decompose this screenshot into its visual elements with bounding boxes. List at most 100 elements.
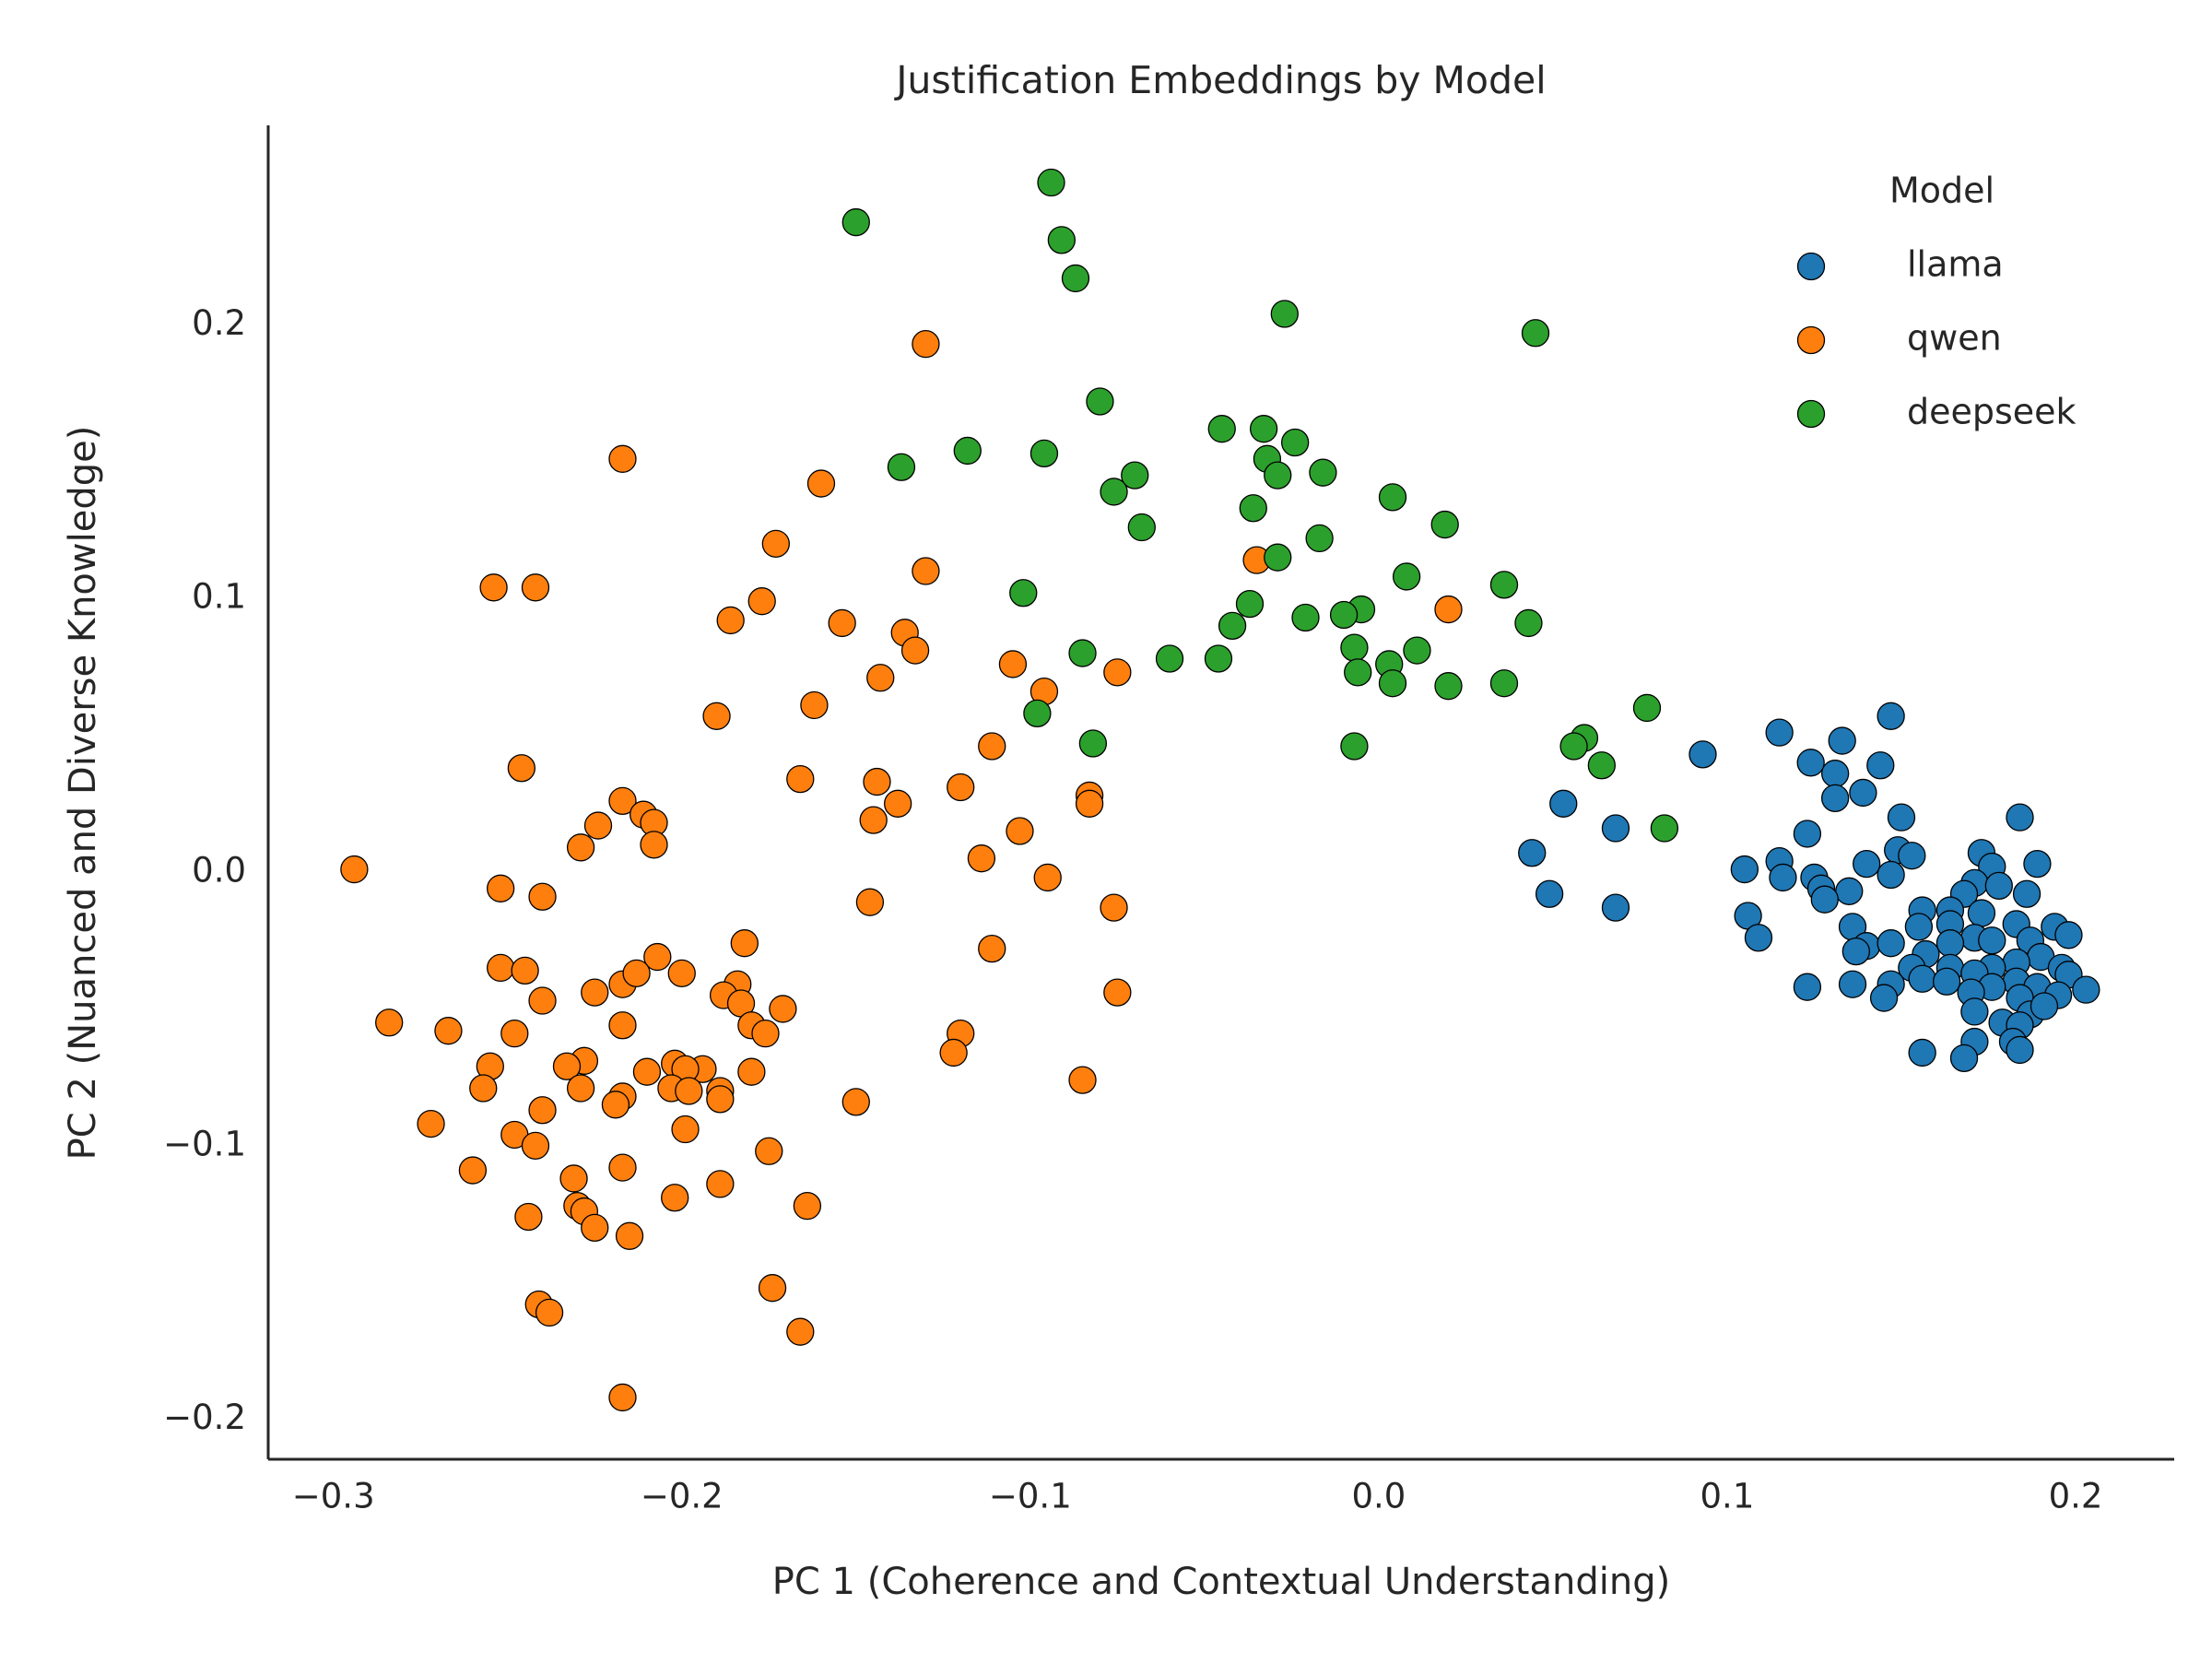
scatter-point	[1869, 984, 1899, 1012]
scatter-point	[566, 833, 595, 862]
scatter-point	[900, 636, 930, 665]
scatter-point	[1204, 644, 1233, 673]
scatter-point	[434, 1017, 463, 1045]
scatter-point	[1866, 751, 1895, 780]
scatter-point	[1100, 893, 1128, 922]
scatter-point	[758, 1274, 787, 1303]
scatter-point	[841, 207, 870, 237]
scatter-point	[1023, 699, 1052, 728]
y-tick-label: 0.0	[192, 851, 246, 890]
scatter-point	[1978, 926, 2006, 955]
scatter-point	[583, 811, 613, 840]
scatter-point	[1434, 672, 1463, 701]
scatter-point	[1960, 997, 1989, 1026]
scatter-point	[1932, 967, 1961, 996]
scatter-point	[967, 844, 996, 873]
scatter-point	[1434, 595, 1463, 624]
scatter-point	[1061, 264, 1090, 293]
scatter-point	[661, 1184, 689, 1212]
scatter-point	[1340, 732, 1369, 761]
scatter-point	[1403, 636, 1431, 665]
legend-title: Model	[1889, 171, 1994, 211]
scatter-point	[1810, 885, 1839, 914]
scatter-point	[1033, 863, 1062, 892]
scatter-point	[1291, 603, 1320, 632]
scatter-point	[1518, 839, 1547, 867]
scatter-point	[667, 959, 696, 987]
x-tick-label: −0.3	[292, 1477, 375, 1516]
scatter-point	[1344, 658, 1372, 687]
scatter-point	[1155, 644, 1184, 673]
scatter-point	[375, 1008, 404, 1037]
scatter-point	[615, 1221, 644, 1250]
scatter-point	[1430, 510, 1459, 539]
scatter-point	[1075, 789, 1104, 818]
scatter-point	[884, 789, 912, 818]
scatter-point	[1838, 970, 1867, 998]
scatter-point	[608, 1153, 637, 1182]
scatter-point	[675, 1077, 703, 1105]
scatter-point	[912, 557, 940, 585]
scatter-point	[1280, 428, 1310, 457]
scatter-point	[511, 956, 539, 985]
scatter-point	[622, 959, 651, 987]
scatter-point	[1006, 817, 1034, 845]
scatter-point	[1949, 1044, 1979, 1073]
scatter-point	[1392, 562, 1421, 591]
scatter-point	[1535, 879, 1564, 908]
scatter-point	[1908, 964, 1936, 993]
scatter-point	[1587, 751, 1616, 780]
scatter-point	[800, 690, 829, 720]
scatter-point	[417, 1109, 445, 1138]
scatter-point	[1601, 893, 1630, 922]
scatter-point	[1853, 849, 1881, 879]
scatter-point	[716, 606, 745, 635]
legend-label: llama	[1907, 244, 2004, 285]
scatter-point	[608, 444, 637, 473]
scatter-point	[1841, 937, 1870, 966]
scatter-point	[1078, 729, 1108, 758]
scatter-point	[769, 995, 797, 1023]
scatter-point	[1730, 855, 1759, 884]
scatter-point	[1877, 929, 1905, 958]
scatter-point	[939, 1038, 968, 1067]
scatter-point	[978, 934, 1006, 963]
scatter-point	[1793, 820, 1822, 848]
scatter-point	[706, 1085, 735, 1114]
scatter-point	[1121, 461, 1149, 489]
scatter-point	[1218, 611, 1247, 641]
scatter-point	[1769, 863, 1797, 892]
scatter-point	[640, 831, 668, 859]
scatter-point	[1828, 726, 1856, 755]
scatter-point	[1904, 913, 1934, 941]
scatter-point	[1765, 718, 1794, 747]
scatter-point	[1068, 1066, 1097, 1094]
scatter-point	[1744, 924, 1773, 952]
scatter-point	[1127, 513, 1156, 542]
scatter-point	[552, 1052, 582, 1080]
scatter-point	[1249, 415, 1278, 443]
scatter-point	[535, 1298, 564, 1327]
scatter-point	[793, 1191, 822, 1221]
scatter-point	[786, 764, 815, 794]
scatter-point	[1100, 478, 1128, 506]
scatter-point	[1037, 168, 1065, 197]
scatter-point	[479, 573, 508, 602]
scatter-point	[859, 806, 888, 834]
scatter-point	[1305, 524, 1334, 553]
scatter-point	[2072, 975, 2100, 1004]
scatter-point	[521, 1131, 550, 1160]
scatter-point	[1796, 749, 1825, 777]
x-tick-label: 0.1	[1700, 1477, 1755, 1516]
scatter-point	[507, 754, 536, 783]
scatter-point	[608, 1383, 637, 1412]
scatter-point	[643, 942, 672, 972]
scatter-point	[608, 1011, 637, 1040]
legend-marker	[1796, 252, 1826, 281]
scatter-point	[1521, 319, 1550, 348]
scatter-point	[2006, 803, 2034, 832]
scatter-point	[755, 1137, 783, 1165]
scatter-point	[608, 786, 637, 815]
scatter-point	[953, 436, 982, 466]
